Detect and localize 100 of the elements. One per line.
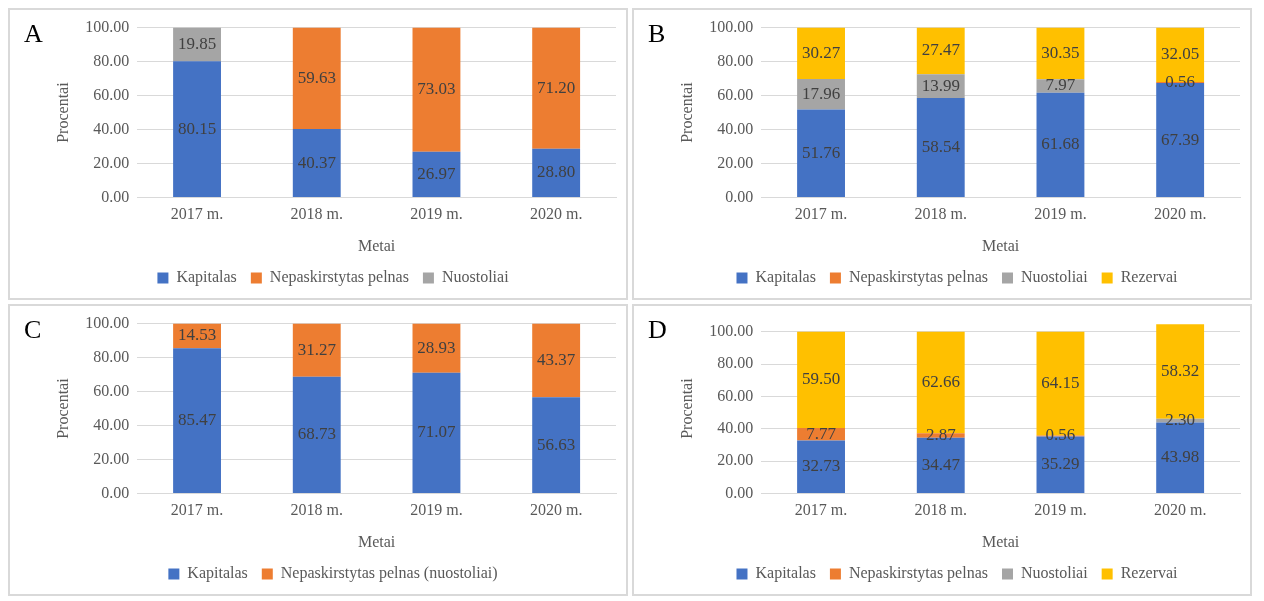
legend-label: Nuostoliai bbox=[441, 268, 510, 286]
data-label: 67.39 bbox=[1161, 129, 1200, 149]
x-tick-label: 2018 m. bbox=[914, 501, 967, 519]
y-axis-title: Procentai bbox=[53, 81, 71, 143]
data-label: 58.54 bbox=[921, 137, 961, 157]
x-axis-title: Metai bbox=[357, 532, 396, 550]
x-tick-label: 2020 m. bbox=[529, 205, 583, 223]
x-tick-label: 2018 m. bbox=[914, 205, 967, 223]
data-label: 14.53 bbox=[177, 325, 217, 345]
legend-label: Nepaskirstytas pelnas bbox=[269, 268, 409, 287]
x-tick-label: 2020 m. bbox=[529, 501, 583, 519]
data-label: 19.85 bbox=[177, 33, 217, 53]
data-label: 58.32 bbox=[1161, 360, 1200, 380]
x-tick-label: 2017 m. bbox=[794, 205, 848, 223]
data-label: 43.98 bbox=[1161, 447, 1200, 467]
x-tick-label: 2017 m. bbox=[170, 205, 224, 223]
y-tick-label: 40.00 bbox=[717, 419, 754, 437]
y-tick-label: 20.00 bbox=[93, 153, 130, 171]
y-tick-label: 0.00 bbox=[101, 187, 130, 205]
legend-label: Nepaskirstytas pelnas bbox=[848, 564, 988, 583]
legend-label: Kapitalas bbox=[755, 268, 816, 287]
y-tick-label: 40.00 bbox=[93, 119, 130, 137]
y-tick-label: 80.00 bbox=[93, 51, 130, 69]
data-label: 30.27 bbox=[801, 42, 841, 62]
data-label: 13.99 bbox=[921, 75, 960, 95]
y-tick-label: 0.00 bbox=[725, 187, 754, 205]
y-tick-label: 0.00 bbox=[101, 483, 130, 501]
x-axis-title: Metai bbox=[981, 532, 1020, 550]
chart-title: D bbox=[648, 314, 667, 344]
data-label: 7.97 bbox=[1045, 75, 1076, 95]
data-label: 34.47 bbox=[921, 454, 961, 474]
data-label: 59.63 bbox=[297, 67, 336, 87]
data-label: 31.27 bbox=[297, 339, 337, 359]
x-axis-title: Metai bbox=[357, 236, 396, 254]
x-tick-label: 2020 m. bbox=[1153, 501, 1207, 519]
data-label: 64.15 bbox=[1041, 373, 1080, 393]
y-axis-title: Procentai bbox=[53, 377, 71, 439]
data-label: 35.29 bbox=[1041, 454, 1080, 474]
data-label: 43.37 bbox=[537, 349, 576, 369]
y-tick-label: 60.00 bbox=[93, 381, 130, 399]
chart-title: C bbox=[24, 314, 42, 344]
y-tick-label: 80.00 bbox=[93, 347, 130, 365]
legend-label: Nepaskirstytas pelnas (nuostoliai) bbox=[280, 564, 498, 583]
data-label: 2.30 bbox=[1165, 410, 1196, 429]
x-tick-label: 2019 m. bbox=[1034, 501, 1087, 519]
y-tick-label: 100.00 bbox=[85, 17, 130, 35]
data-label: 56.63 bbox=[537, 434, 576, 454]
data-label: 32.73 bbox=[801, 456, 841, 476]
y-tick-label: 80.00 bbox=[717, 51, 754, 69]
x-tick-label: 2017 m. bbox=[794, 501, 848, 519]
data-label: 61.68 bbox=[1041, 134, 1080, 154]
data-label: 62.66 bbox=[921, 371, 960, 391]
data-label: 7.77 bbox=[806, 423, 837, 443]
legend-label: Nuostoliai bbox=[1020, 268, 1089, 286]
data-label: 68.73 bbox=[297, 424, 336, 444]
data-label: 17.96 bbox=[801, 83, 841, 103]
y-tick-label: 20.00 bbox=[717, 153, 754, 171]
data-label: 27.47 bbox=[921, 40, 961, 60]
legend-label: Kapitalas bbox=[755, 564, 816, 583]
x-tick-label: 2019 m. bbox=[410, 205, 463, 223]
chart-title: B bbox=[648, 18, 666, 48]
legend-label: Rezervai bbox=[1120, 268, 1179, 286]
legend-label: Nuostoliai bbox=[1020, 564, 1089, 582]
legend-label: Rezervai bbox=[1120, 564, 1179, 582]
x-tick-label: 2018 m. bbox=[290, 501, 343, 519]
y-tick-label: 0.00 bbox=[725, 483, 754, 501]
data-label: 26.97 bbox=[417, 163, 457, 183]
y-tick-label: 60.00 bbox=[717, 386, 754, 404]
x-tick-label: 2019 m. bbox=[1034, 205, 1087, 223]
y-tick-label: 20.00 bbox=[717, 451, 754, 469]
y-tick-label: 60.00 bbox=[93, 85, 130, 103]
y-tick-label: 100.00 bbox=[85, 313, 130, 331]
data-label: 71.07 bbox=[417, 422, 457, 442]
x-tick-label: 2020 m. bbox=[1153, 205, 1207, 223]
y-tick-label: 60.00 bbox=[717, 85, 754, 103]
legend-label: Kapitalas bbox=[176, 268, 237, 287]
data-label: 40.37 bbox=[297, 152, 337, 172]
x-tick-label: 2017 m. bbox=[170, 501, 224, 519]
y-tick-label: 80.00 bbox=[717, 354, 754, 372]
chart-title: A bbox=[24, 18, 43, 48]
y-tick-label: 100.00 bbox=[709, 17, 754, 35]
y-tick-label: 40.00 bbox=[717, 119, 754, 137]
data-label: 28.80 bbox=[537, 162, 576, 182]
data-label: 51.76 bbox=[801, 142, 841, 162]
data-label: 30.35 bbox=[1041, 42, 1080, 62]
data-label: 71.20 bbox=[537, 77, 576, 97]
y-tick-label: 100.00 bbox=[709, 321, 754, 339]
data-label: 85.47 bbox=[177, 410, 217, 430]
legend-label: Nepaskirstytas pelnas bbox=[848, 268, 988, 287]
data-label: 59.50 bbox=[801, 369, 841, 389]
data-label: 73.03 bbox=[417, 79, 456, 99]
y-axis-title: Procentai bbox=[677, 377, 695, 439]
legend-label: Kapitalas bbox=[187, 564, 248, 583]
data-label: 28.93 bbox=[417, 337, 456, 357]
y-axis-title: Procentai bbox=[677, 81, 695, 143]
data-label: 32.05 bbox=[1161, 44, 1200, 64]
data-label: 80.15 bbox=[177, 118, 217, 138]
y-tick-label: 20.00 bbox=[93, 449, 130, 467]
y-tick-label: 40.00 bbox=[93, 415, 130, 433]
x-tick-label: 2018 m. bbox=[290, 205, 343, 223]
